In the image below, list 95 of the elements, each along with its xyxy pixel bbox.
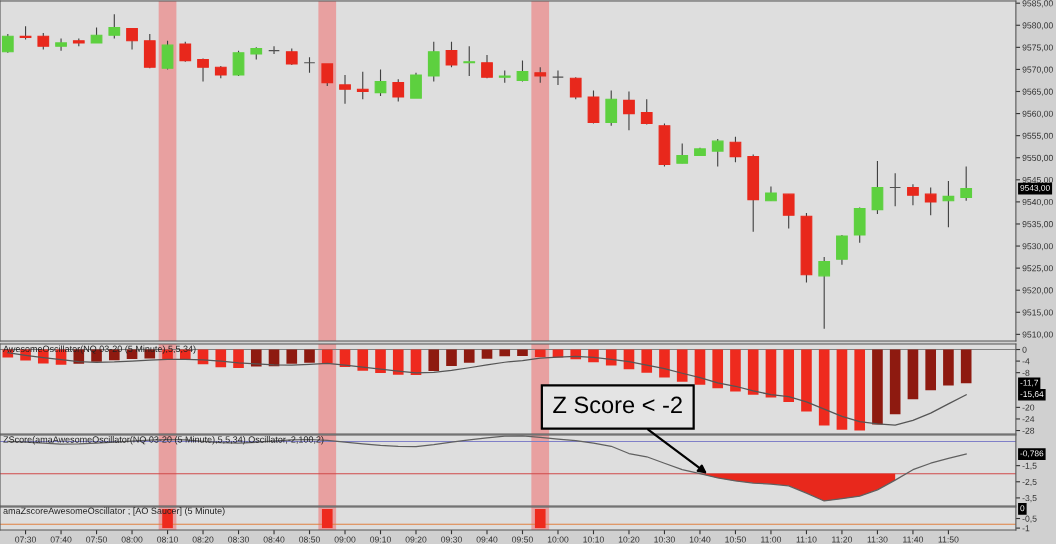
candlestick — [711, 138, 724, 168]
x-tick-label: 08:20 — [192, 536, 214, 543]
candlestick — [907, 183, 919, 206]
x-tick-label: 11:40 — [903, 536, 924, 543]
candlestick — [55, 37, 67, 52]
y-tick-label: 9550,00 — [1022, 154, 1053, 162]
candlestick — [161, 40, 174, 70]
candlestick — [569, 76, 582, 100]
x-tick-label: 10:40 — [689, 536, 711, 543]
candlestick — [871, 160, 884, 215]
y-tick-label: 9520,00 — [1022, 287, 1053, 295]
x-tick-label: 11:10 — [796, 536, 817, 543]
line-series — [7, 352, 967, 426]
x-tick-label: 11:30 — [867, 536, 888, 543]
candlestick — [676, 142, 689, 164]
candlestick — [356, 71, 369, 100]
candlestick — [924, 186, 937, 216]
x-tick-label: 10:10 — [583, 536, 604, 543]
candlestick — [374, 68, 387, 97]
y-tick-label: -2,5 — [1022, 478, 1037, 486]
y-tick-label: 9565,00 — [1022, 88, 1053, 96]
x-tick-label: 08:30 — [228, 536, 249, 543]
y-tick-label: 9515,00 — [1022, 309, 1053, 317]
candlestick — [232, 50, 245, 77]
x-tick-label: 07:30 — [15, 536, 36, 543]
candlestick — [126, 28, 138, 51]
x-tick-label: 08:10 — [157, 536, 178, 543]
x-tick-label: 09:20 — [405, 536, 427, 543]
annotation: 9543,00 — [1020, 184, 1050, 192]
y-tick-label: 9575,00 — [1022, 44, 1053, 52]
candlestick — [889, 172, 902, 207]
candlestick — [321, 63, 334, 87]
x-tick-label: 11:00 — [761, 536, 782, 543]
candlestick — [960, 166, 973, 202]
x-tick-label: 10:20 — [618, 536, 640, 543]
y-tick-label: -3,5 — [1022, 495, 1037, 503]
candlestick — [516, 60, 529, 83]
annotation: -11,7 — [1020, 379, 1038, 387]
candlestick — [445, 41, 458, 68]
candlestick — [463, 45, 476, 77]
x-tick-label: 10:00 — [547, 536, 569, 543]
y-tick-label: 0 — [1022, 346, 1027, 353]
candlestick — [836, 234, 848, 266]
y-tick-label: 9530,00 — [1022, 243, 1053, 251]
y-tick-label: 9525,00 — [1022, 265, 1053, 273]
annotation: Z Score < -2 — [553, 396, 682, 414]
x-tick-label: 08:00 — [121, 536, 143, 543]
annotation: -0,786 — [1020, 450, 1044, 458]
candlestick — [552, 69, 564, 86]
candlestick — [268, 45, 280, 55]
x-tick-label: 10:30 — [654, 536, 675, 543]
y-tick-label: 9510,00 — [1022, 331, 1053, 339]
candlestick — [729, 136, 742, 163]
candlestick — [782, 193, 795, 229]
x-tick-label: 09:40 — [476, 536, 498, 543]
y-tick-label: 9535,00 — [1022, 221, 1053, 229]
annotation: -15,64 — [1020, 391, 1044, 398]
x-tick-label: 10:50 — [725, 536, 746, 543]
y-tick-label: 9570,00 — [1022, 66, 1053, 74]
x-tick-label: 08:40 — [263, 536, 285, 543]
y-tick-label: -1,5 — [1022, 462, 1037, 470]
y-tick-label: -20 — [1022, 404, 1035, 411]
y-tick-label: -8 — [1022, 369, 1030, 376]
x-tick-label: 07:50 — [86, 536, 107, 543]
x-tick-label: 11:20 — [832, 536, 853, 543]
x-tick-label: 07:40 — [50, 536, 72, 543]
y-tick-label: 9545,00 — [1022, 176, 1053, 185]
y-tick-label: -4 — [1022, 358, 1030, 365]
candlestick — [410, 72, 422, 99]
x-tick-label: 09:00 — [334, 536, 356, 543]
candlestick — [339, 74, 351, 105]
candlestick — [392, 78, 405, 102]
candlestick — [942, 180, 955, 228]
y-tick-label: -0,5 — [1022, 515, 1037, 523]
y-tick-label: 9580,00 — [1022, 22, 1053, 30]
candlestick — [179, 41, 192, 63]
candlestick — [818, 256, 831, 330]
candlestick — [640, 98, 653, 126]
x-tick-label: 08:50 — [299, 536, 320, 543]
candlestick — [1, 33, 14, 54]
y-tick-label: -28 — [1022, 427, 1035, 434]
candlestick — [197, 57, 209, 83]
x-tick-label: 09:10 — [370, 536, 391, 543]
x-tick-label: 09:30 — [441, 536, 462, 543]
x-tick-label: 11:50 — [938, 536, 959, 543]
y-tick-label: -24 — [1022, 416, 1035, 423]
candlestick — [108, 13, 121, 40]
candlestick — [605, 89, 618, 127]
candlestick — [623, 90, 635, 131]
y-tick-label: -1 — [1022, 525, 1030, 532]
y-tick-label: 9555,00 — [1022, 132, 1053, 140]
y-tick-label: 9560,00 — [1022, 110, 1053, 118]
y-tick-label: 9540,00 — [1022, 199, 1053, 207]
x-tick-label: 09:50 — [512, 536, 533, 543]
y-tick-label: 9585,00 — [1022, 0, 1053, 8]
